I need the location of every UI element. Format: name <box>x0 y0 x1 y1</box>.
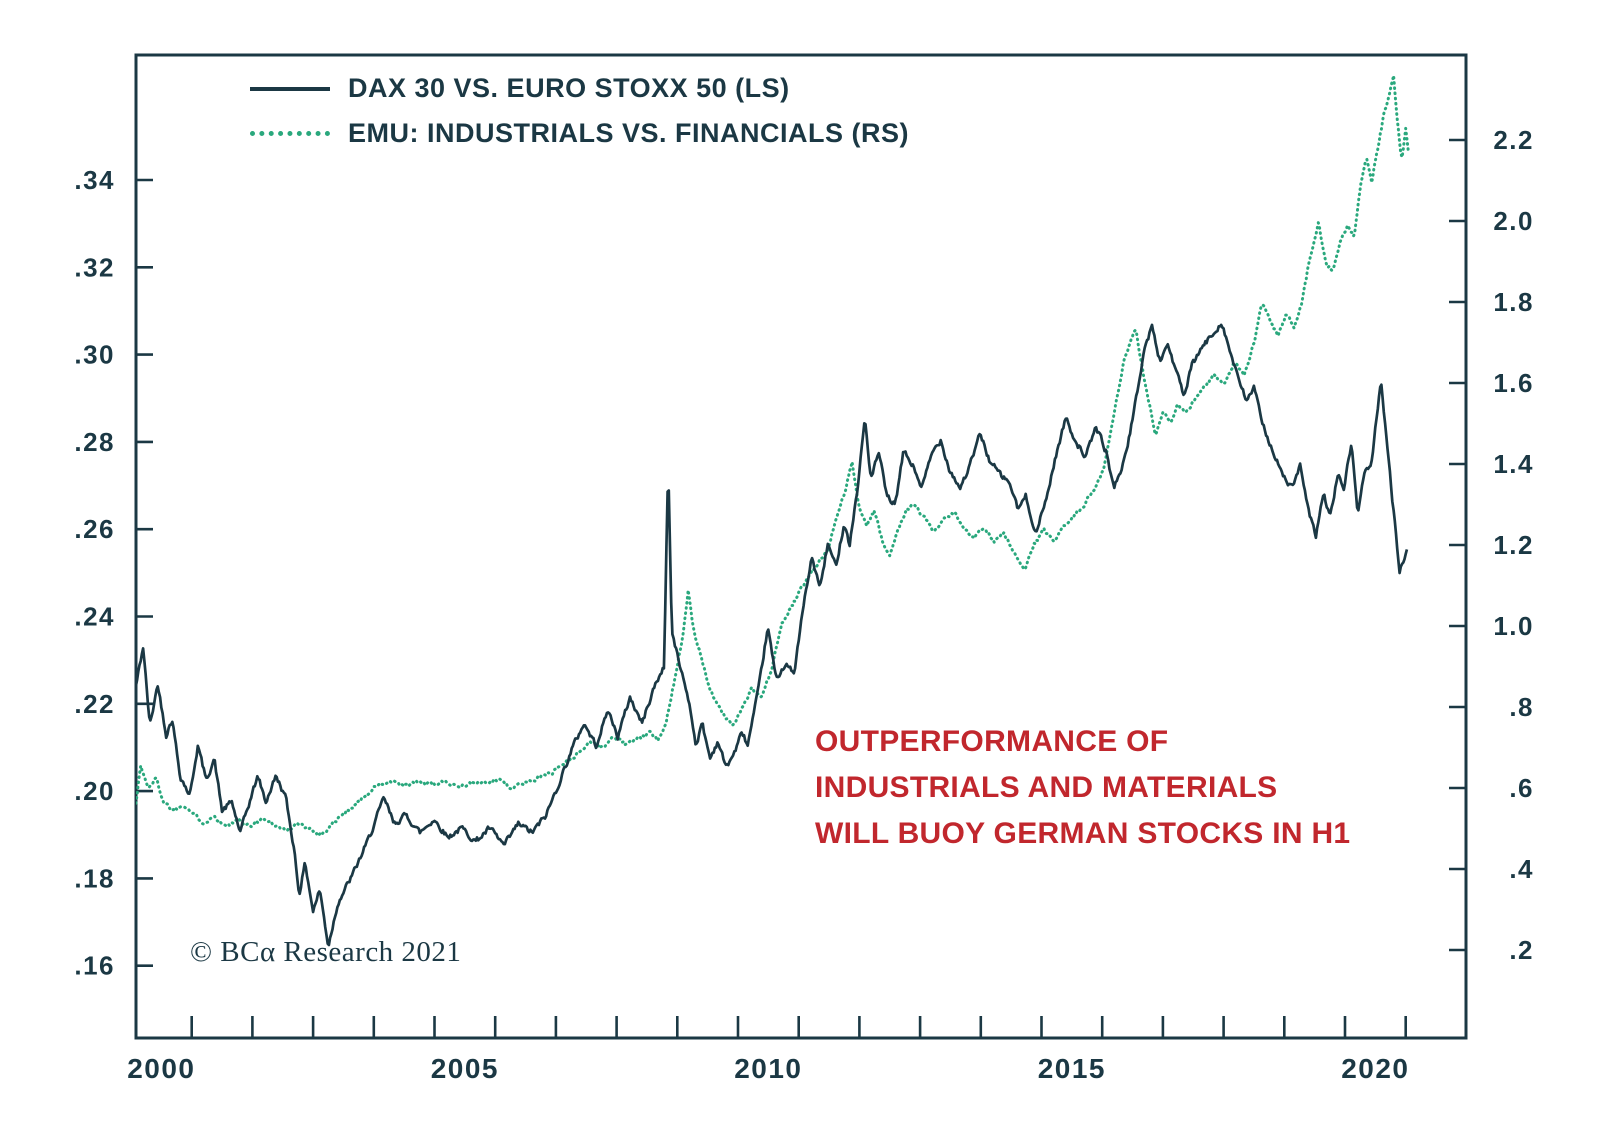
legend-label-dax: DAX 30 VS. EURO STOXX 50 (LS) <box>348 73 790 103</box>
annotation-line-2: INDUSTRIALS AND MATERIALS <box>815 771 1278 804</box>
x-axis-year-label: 2015 <box>1038 1053 1106 1084</box>
right-axis-tick-label: 1.6 <box>1493 368 1534 398</box>
right-axis-tick-label: 2.2 <box>1493 125 1534 155</box>
right-axis-tick-label: 1.2 <box>1493 530 1534 560</box>
left-axis-tick-label: .22 <box>74 689 115 719</box>
legend-solid-line-swatch <box>250 86 330 91</box>
series-dax-eurostoxx <box>136 323 1409 947</box>
annotation-line-1: OUTPERFORMANCE OF <box>815 725 1169 758</box>
legend-label-emu: EMU: INDUSTRIALS VS. FINANCIALS (RS) <box>348 118 909 148</box>
left-axis-tick-label: .34 <box>74 165 115 195</box>
copyright-notice: © BCα Research 2021 <box>190 936 462 968</box>
right-axis-tick-label: .6 <box>1509 773 1534 803</box>
right-axis-tick-label: .2 <box>1509 935 1534 965</box>
right-axis-tick-label: 1.4 <box>1493 449 1534 479</box>
legend-dotted-line-swatch <box>250 131 330 136</box>
plot-border <box>134 53 1468 1040</box>
annotation-text: OUTPERFORMANCE OF INDUSTRIALS AND MATERI… <box>815 719 1350 857</box>
x-axis-year-label: 2020 <box>1341 1053 1409 1084</box>
left-axis-tick-label: .20 <box>74 776 115 806</box>
legend-item-emu: EMU: INDUSTRIALS VS. FINANCIALS (RS) <box>250 111 909 156</box>
left-axis-tick-label: .32 <box>74 252 115 282</box>
x-axis-year-label: 2010 <box>734 1053 802 1084</box>
right-axis-tick-label: 1.0 <box>1493 611 1534 641</box>
right-axis-tick-label: .8 <box>1509 692 1534 722</box>
left-axis-tick-label: .30 <box>74 340 115 370</box>
left-axis-tick-label: .26 <box>74 514 115 544</box>
x-axis-year-label: 2005 <box>431 1053 499 1084</box>
legend-item-dax: DAX 30 VS. EURO STOXX 50 (LS) <box>250 66 909 111</box>
right-axis-tick-label: .4 <box>1509 854 1534 884</box>
right-axis-tick-label: 1.8 <box>1493 287 1534 317</box>
left-axis-tick-label: .18 <box>74 863 115 893</box>
series-emu-industrials-financials <box>136 74 1410 837</box>
left-axis-tick-label: .28 <box>74 427 115 457</box>
left-axis-tick-label: .16 <box>74 951 115 981</box>
right-axis-tick-label: 2.0 <box>1493 206 1534 236</box>
legend: DAX 30 VS. EURO STOXX 50 (LS) EMU: INDUS… <box>250 66 909 156</box>
x-axis-year-label: 2000 <box>127 1053 195 1084</box>
annotation-line-3: WILL BUOY GERMAN STOCKS IN H1 <box>815 817 1351 850</box>
left-axis-tick-label: .24 <box>74 602 115 632</box>
